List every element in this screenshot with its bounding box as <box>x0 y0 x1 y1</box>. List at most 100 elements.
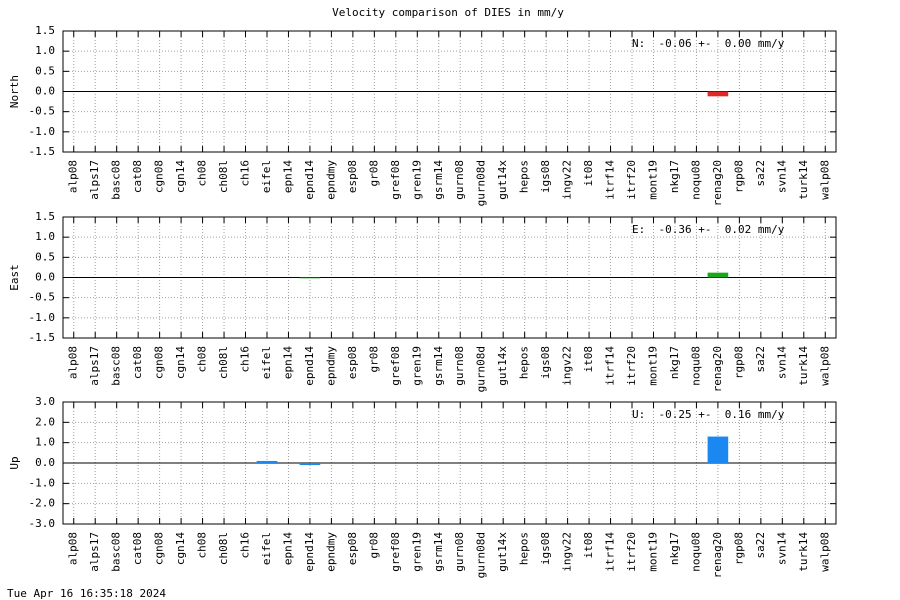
x-tick-label: svn14 <box>775 346 788 379</box>
x-tick-label: gr08 <box>367 160 380 187</box>
x-tick-label: ch08l <box>217 532 230 565</box>
x-tick-label: gurn08d <box>475 532 488 578</box>
y-tick-label: -1.5 <box>29 331 56 344</box>
y-tick-label: -0.5 <box>29 291 56 304</box>
x-tick-label: noqu08 <box>689 160 702 200</box>
x-tick-label: renag20 <box>711 160 724 206</box>
x-tick-label: alp08 <box>67 532 80 565</box>
y-tick-label: -1.0 <box>29 125 56 138</box>
x-tick-label: epndmy <box>324 346 337 386</box>
x-tick-label: gurn08d <box>475 346 488 392</box>
y-tick-label: -1.0 <box>29 311 56 324</box>
x-tick-label: itrf20 <box>625 346 638 386</box>
x-tick-label: nkg17 <box>668 532 681 565</box>
x-tick-label: gref08 <box>389 532 402 572</box>
x-tick-label: ch16 <box>239 160 252 187</box>
y-tick-label: 2.0 <box>35 415 55 428</box>
x-tick-label: epn14 <box>281 160 294 193</box>
y-tick-label: 0.0 <box>35 456 55 469</box>
x-tick-label: itrf14 <box>604 346 617 386</box>
x-tick-label: cgn14 <box>174 160 187 193</box>
y-tick-label: 0.5 <box>35 64 55 77</box>
x-tick-label: epnd14 <box>303 160 316 200</box>
x-tick-label: cgn08 <box>153 160 166 193</box>
x-tick-label: epn14 <box>281 346 294 379</box>
y-tick-label: -2.0 <box>29 497 56 510</box>
x-tick-label: gurn08 <box>453 160 466 200</box>
x-tick-label: epndmy <box>324 532 337 572</box>
x-tick-label: alps17 <box>88 532 101 572</box>
bar <box>299 463 321 466</box>
x-tick-label: ingv22 <box>561 346 574 386</box>
x-tick-label: alps17 <box>88 346 101 386</box>
x-tick-label: renag20 <box>711 532 724 578</box>
bar <box>707 91 729 97</box>
x-tick-label: ch16 <box>239 532 252 559</box>
x-tick-label: epnd14 <box>303 346 316 386</box>
x-tick-label: gurn08d <box>475 160 488 206</box>
plot-frame <box>62 401 837 525</box>
x-tick-label: sa22 <box>754 160 767 187</box>
x-tick-label: eifel <box>260 160 273 193</box>
y-tick-label: 0.0 <box>35 85 55 98</box>
x-tick-label: ch08 <box>196 532 209 559</box>
x-tick-label: igs08 <box>539 160 552 193</box>
x-tick-label: walp08 <box>818 160 831 200</box>
x-tick-label: igs08 <box>539 532 552 565</box>
y-tick-label: 1.0 <box>35 44 55 57</box>
bar <box>299 277 321 279</box>
x-tick-label: turk14 <box>797 346 810 386</box>
x-tick-label: esp08 <box>346 160 359 193</box>
x-tick-label: ch08 <box>196 346 209 373</box>
x-tick-label: cat08 <box>131 160 144 193</box>
x-tick-label: turk14 <box>797 532 810 572</box>
y-tick-label: -0.5 <box>29 105 56 118</box>
y-tick-label: 1.5 <box>35 24 55 37</box>
x-tick-label: it08 <box>582 346 595 373</box>
x-tick-label: hepos <box>518 160 531 193</box>
y-tick-label: -1.5 <box>29 145 56 158</box>
x-tick-label: gut14x <box>496 532 509 572</box>
x-tick-label: walp08 <box>818 346 831 386</box>
x-tick-label: it08 <box>582 160 595 187</box>
x-tick-label: cgn08 <box>153 346 166 379</box>
x-tick-label: rgp08 <box>732 532 745 565</box>
x-tick-label: gsrm14 <box>432 346 445 386</box>
x-tick-label: gr08 <box>367 532 380 559</box>
x-tick-label: it08 <box>582 532 595 559</box>
x-tick-label: alp08 <box>67 160 80 193</box>
y-axis-label: North <box>8 75 21 108</box>
y-tick-label: 1.5 <box>35 210 55 223</box>
x-tick-label: turk14 <box>797 160 810 200</box>
x-tick-label: gurn08 <box>453 346 466 386</box>
x-tick-label: gsrm14 <box>432 160 445 200</box>
bar <box>256 460 278 463</box>
x-tick-label: mont19 <box>646 346 659 386</box>
x-tick-label: esp08 <box>346 346 359 379</box>
x-tick-label: basc08 <box>110 160 123 200</box>
x-tick-label: ingv22 <box>561 532 574 572</box>
annotation: N: -0.06 +- 0.00 mm/y <box>632 37 785 50</box>
x-tick-label: gref08 <box>389 346 402 386</box>
x-tick-label: ch08 <box>196 160 209 187</box>
x-tick-label: gurn08 <box>453 532 466 572</box>
x-tick-label: cat08 <box>131 346 144 379</box>
y-tick-label: -1.0 <box>29 476 56 489</box>
x-tick-label: ch16 <box>239 346 252 373</box>
x-tick-label: alps17 <box>88 160 101 200</box>
x-tick-label: rgp08 <box>732 160 745 193</box>
y-axis-label: East <box>8 264 21 291</box>
x-tick-label: nkg17 <box>668 346 681 379</box>
annotation: E: -0.36 +- 0.02 mm/y <box>632 223 785 236</box>
x-tick-label: esp08 <box>346 532 359 565</box>
x-tick-label: gren19 <box>410 532 423 572</box>
x-tick-label: rgp08 <box>732 346 745 379</box>
chart-title: Velocity comparison of DIES in mm/y <box>332 6 564 19</box>
x-tick-label: itrf14 <box>604 532 617 572</box>
x-tick-label: sa22 <box>754 346 767 373</box>
x-tick-label: svn14 <box>775 160 788 193</box>
x-tick-label: gut14x <box>496 346 509 386</box>
x-tick-label: cgn14 <box>174 532 187 565</box>
x-tick-label: ch08l <box>217 346 230 379</box>
